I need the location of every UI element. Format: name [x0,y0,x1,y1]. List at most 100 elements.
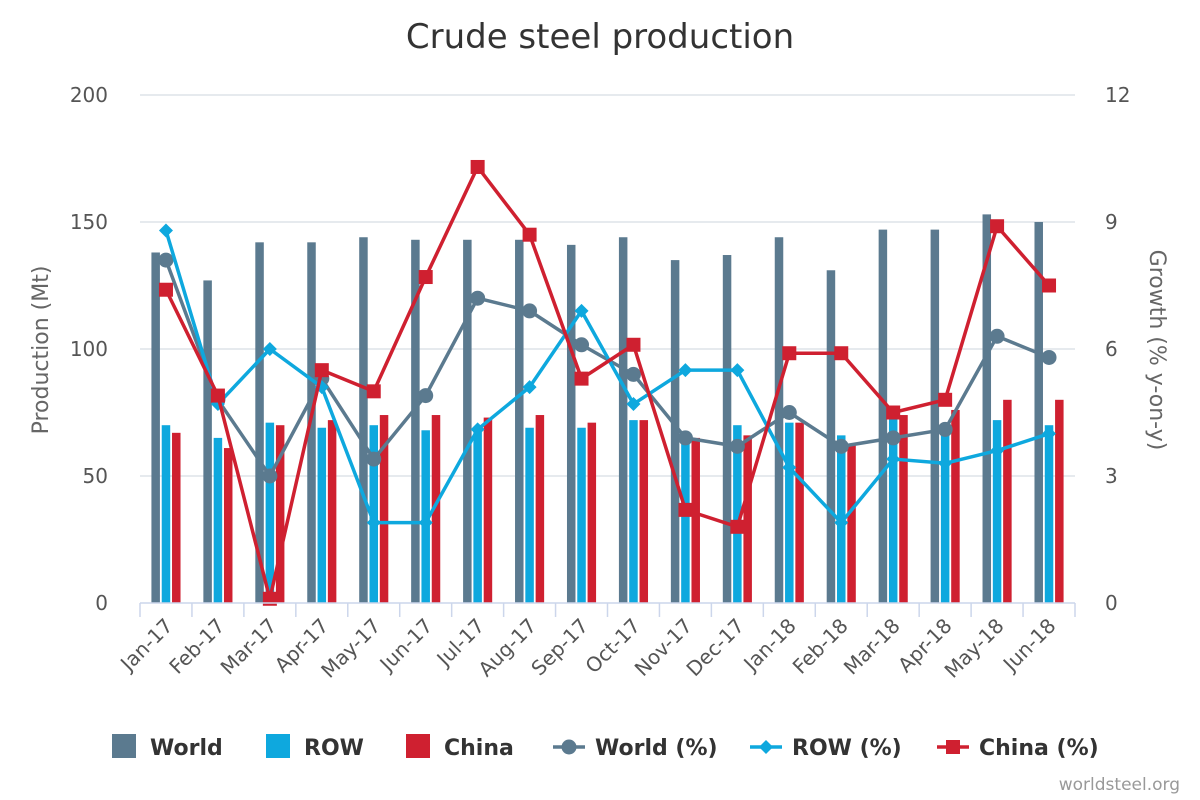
point-row-mar-17 [262,342,277,356]
line-china [164,165,1051,601]
legend-label-row: ROW (%) [792,736,902,761]
point-world-jun-18 [1041,349,1057,365]
point-row-apr-18 [938,456,953,471]
growth-lines [158,159,1057,606]
point-china-aug-17 [522,227,537,242]
bar-row-dec-17 [733,425,742,603]
bar-row-apr-18 [940,425,950,603]
bar-china-jun-18 [1055,399,1064,603]
bar-world-feb-17 [203,280,212,603]
x-tick-label: Jun-17 [374,614,438,678]
point-row-jul-17 [470,422,485,437]
gridlines [140,94,1075,477]
x-tick-label: Feb-18 [788,614,853,679]
legend-marker-row [759,740,773,754]
point-china-oct-17 [626,337,641,352]
legend: World ROW China World (%) ROW (%) China (%) [112,734,1099,761]
y-left-tick-label: 200 [70,83,108,107]
point-world-aug-17 [522,303,538,319]
point-china-feb-18 [834,346,849,361]
point-world-jan-17 [158,252,174,268]
point-world-jun-17 [418,388,434,404]
point-row-jun-18 [1042,426,1057,441]
point-world-dec-17 [729,438,745,454]
y-left-tick-label: 150 [70,210,108,234]
y-axis-right-title: Growth (% y-on-y) [1144,250,1169,451]
bar-world-jan-17 [151,252,160,604]
legend-swatch-row [266,734,290,758]
point-china-sep-17 [574,371,589,386]
credit-text[interactable]: worldsteel.org [1059,775,1180,795]
point-world-oct-17 [625,366,641,382]
legend-label-row: ROW [304,736,364,761]
bar-china-apr-18 [951,409,960,603]
point-row-nov-17 [678,363,693,378]
bar-world-jun-17 [411,239,420,603]
bar-row-may-17 [369,425,378,603]
bar-world-dec-17 [722,255,732,603]
bar-china-feb-17 [223,448,233,603]
bar-china-aug-17 [535,415,545,603]
x-tick-label: Aug-17 [473,614,541,682]
legend-label-china: China [444,736,514,761]
bar-china-apr-17 [327,420,337,603]
y-axis-ticks: 0 0 50 3 100 6 150 9 200 12 [70,83,1131,615]
point-world-jul-17 [470,290,486,306]
y-left-tick-label: 0 [95,591,108,615]
x-tick-label: Dec-17 [681,614,748,681]
bar-world-mar-18 [878,229,888,603]
legend-label-world: World (%) [595,736,718,761]
y-right-tick-label: 9 [1105,210,1118,234]
point-china-jul-17 [470,159,485,174]
x-tick-label: Mar-17 [216,614,282,680]
line-row [164,229,1050,525]
point-row-may-17 [366,515,381,530]
bar-china-jan-18 [795,422,804,603]
y-left-tick-label: 50 [83,464,108,488]
bar-row-jan-17 [161,425,171,603]
legend-swatch-china [406,734,430,758]
bar-row-oct-17 [629,420,638,603]
point-world-may-18 [989,328,1005,344]
point-world-nov-17 [677,430,693,446]
bar-world-may-17 [359,237,368,604]
bar-china-oct-17 [639,420,649,603]
legend-label-world: World [150,736,223,761]
point-world-may-17 [366,451,382,467]
bar-china-dec-17 [743,435,752,603]
bar-world-mar-17 [255,242,264,603]
bar-world-may-18 [982,214,992,603]
bar-world-feb-18 [826,270,836,603]
point-row-jan-18 [782,460,797,475]
point-china-dec-17 [730,519,745,534]
point-row-aug-17 [522,380,537,395]
y-axis-left-title: Production (Mt) [29,266,54,435]
bar-row-jul-17 [473,427,482,603]
bar-row-may-18 [992,420,1002,603]
bar-row-jun-18 [1044,425,1054,603]
bar-world-nov-17 [670,260,680,603]
bar-china-jul-17 [483,417,493,603]
bar-world-jul-17 [463,239,472,603]
point-china-nov-17 [678,502,693,517]
point-world-apr-18 [937,421,953,437]
legend-marker-china [946,740,960,754]
bar-china-may-18 [1003,399,1012,603]
point-world-jan-18 [781,405,797,420]
x-axis: Jan-17Feb-17Mar-17Apr-17May-17Jun-17Jul-… [114,602,1076,683]
x-tick-label: Mar-18 [839,614,905,680]
x-tick-label: Sep-17 [526,614,593,681]
point-row-dec-17 [730,363,745,378]
x-tick-label: Jan-17 [114,614,177,677]
y-left-tick-label: 100 [70,337,108,361]
point-china-apr-18 [938,392,953,407]
x-tick-label: Feb-17 [164,614,229,679]
point-china-jun-18 [1042,278,1057,293]
bar-row-nov-17 [681,435,690,603]
bar-row-mar-18 [888,417,898,603]
bar-china-nov-17 [691,437,700,603]
y-right-tick-label: 12 [1105,83,1130,107]
point-china-jan-18 [782,346,797,361]
legend-label-china: China (%) [979,736,1099,761]
